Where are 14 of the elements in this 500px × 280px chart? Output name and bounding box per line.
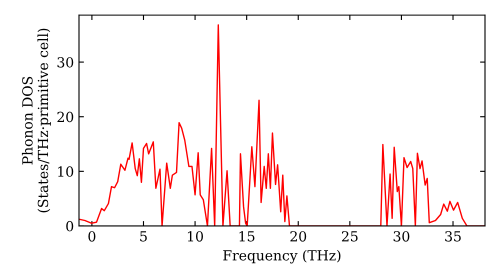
x-tick-label: 25 (342, 231, 358, 242)
x-axis-title: Frequency (THz) (223, 250, 340, 264)
y-axis-title: Phonon DOS (States/THz·primitive cell) (22, 28, 51, 212)
y-tick-label: 10 (58, 166, 74, 177)
x-tick-label: 10 (188, 231, 203, 242)
x-tick-label: 20 (290, 231, 306, 242)
x-tick-label: 0 (88, 231, 96, 242)
y-tick-label: 0 (66, 220, 74, 232)
x-tick-label: 5 (140, 231, 147, 242)
x-tick-label: 30 (394, 231, 410, 242)
x-tick-label: 15 (240, 231, 254, 242)
x-tick-label: 35 (445, 231, 461, 242)
y-tick-label: 30 (58, 57, 74, 68)
y-tick-label: 20 (57, 112, 74, 122)
